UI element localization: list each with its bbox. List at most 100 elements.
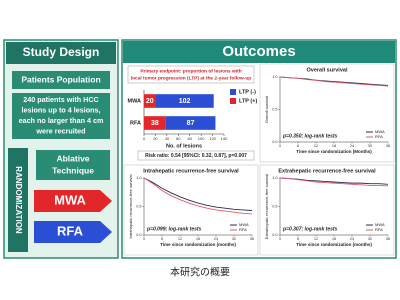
x-tick-label: 36 [386, 144, 390, 148]
y-tick-label: 1.0 [272, 176, 277, 180]
category-label: RFA [130, 120, 141, 126]
km-frame [259, 164, 395, 256]
km-curve [279, 76, 389, 87]
x-tick-label: 6 [297, 144, 299, 148]
population-line: were recruited [35, 126, 85, 135]
bar-segment [155, 94, 214, 108]
annotation: Risk ratio: 0.54 [95%CI: 0.32, 0.87], p=… [145, 153, 247, 159]
category-label: MWA [128, 98, 141, 104]
x-tick-label: 40 [165, 136, 170, 141]
legend-label: MWA [375, 129, 385, 134]
x-tick-label: 18 [332, 237, 336, 241]
risk-box [137, 150, 255, 161]
bar-value: 87 [187, 120, 195, 127]
legend-swatch [230, 89, 236, 95]
bar-value: 20 [146, 98, 154, 105]
population-line: 240 patients with HCC [23, 95, 98, 104]
y-tick-label: 0.0 [272, 233, 277, 237]
y-axis-label: Extrahepatic recurrence-free survival [264, 174, 269, 239]
x-axis-label: No. of lesions [166, 143, 202, 149]
x-tick-label: 12 [314, 144, 318, 148]
x-tick-label: 60 [176, 136, 181, 141]
x-tick-label: 12 [314, 237, 318, 241]
outcomes-title: Outcomes [222, 43, 295, 60]
x-axis-label: Time since randomization (months) [160, 242, 236, 247]
y-tick-label: 0.5 [272, 108, 277, 112]
legend-swatch [230, 98, 236, 104]
legend-label: LTP (-) [239, 89, 256, 95]
endpoint-box [127, 65, 255, 84]
x-axis-label: Time since randomization (Months) [296, 149, 372, 154]
bar-value: 102 [179, 98, 191, 105]
x-tick-label: 30 [232, 237, 236, 241]
randomization-band [8, 148, 28, 252]
bar-value: 38 [151, 120, 159, 127]
km-curve [143, 177, 253, 215]
randomization: RANDOMIZATION [14, 166, 23, 234]
legend-label: LTP (+) [239, 98, 257, 104]
km-curve [143, 177, 253, 211]
x-tick-label: 30 [368, 144, 372, 148]
legend-label: MWA [239, 222, 249, 227]
x-tick-label: 0 [143, 136, 146, 141]
x-tick-label: 20 [153, 136, 158, 141]
annotation: p=0.350; log-rank tests [282, 133, 338, 139]
x-axis-label: Time since randomization (months) [296, 242, 372, 247]
chart-title: Overall survival [307, 67, 348, 73]
chart-title: Primary endpoint: proportion of lesions … [140, 68, 241, 74]
x-tick-label: 6 [161, 237, 163, 241]
bar-segment [165, 116, 216, 130]
legend-label: RFA [375, 134, 383, 139]
y-tick-label: 0.5 [272, 205, 277, 209]
arm-label: RFA [57, 223, 84, 238]
technique-line: Ablative [56, 153, 89, 163]
population-header [12, 71, 110, 89]
caption: 本研究の概要 [170, 266, 230, 279]
y-axis-label: Overall survival [264, 96, 269, 123]
x-tick-label: 24 [350, 144, 354, 148]
legend-label: MWA [375, 222, 385, 227]
chart-title: Intrahepatic recurrence-free survival [143, 168, 239, 174]
x-tick-label: 18 [332, 144, 336, 148]
population-line: lesions up to 4 lesions, [21, 105, 100, 114]
x-tick-label: 80 [187, 136, 192, 141]
x-tick-label: 36 [250, 237, 254, 241]
annotation: p=0.307; log-rank tests [282, 226, 338, 232]
mwa-arrow [34, 190, 112, 212]
arm-label: MWA [54, 192, 86, 207]
legend-label: RFA [239, 227, 247, 232]
outcomes-header [123, 41, 395, 63]
x-tick-label: 6 [297, 237, 299, 241]
x-tick-label: 0 [143, 237, 145, 241]
rfa-arrow [34, 221, 112, 243]
y-tick-label: 0.5 [136, 205, 141, 209]
y-tick-label: 0.0 [272, 140, 277, 144]
technique-line: Technique [52, 165, 94, 175]
km-frame [259, 63, 395, 163]
y-tick-label: 0.0 [136, 233, 141, 237]
y-tick-label: 1.0 [136, 176, 141, 180]
km-curve [279, 177, 389, 187]
population-title: Patients Population [21, 74, 100, 84]
bar-segment [144, 94, 156, 108]
x-tick-label: 12 [178, 237, 182, 241]
x-tick-label: 30 [368, 237, 372, 241]
x-tick-label: 24 [214, 237, 218, 241]
x-tick-label: 100 [198, 136, 205, 141]
population-box [12, 93, 110, 139]
x-tick-label: 0 [279, 144, 281, 148]
x-tick-label: 140 [221, 136, 228, 141]
y-tick-label: 1.0 [272, 75, 277, 79]
study-header [6, 42, 116, 64]
km-curve [279, 177, 389, 185]
y-axis-label: Intrahepatic recurrence-free survival [128, 174, 133, 238]
legend-label: RFA [375, 227, 383, 232]
x-tick-label: 36 [386, 237, 390, 241]
study-title: Study Design [23, 45, 100, 59]
annotation: p=0.099; log-rank tests [146, 226, 202, 232]
chart-title: Extrahepatic recurrence-free survival [278, 168, 376, 174]
technique-box [36, 150, 110, 180]
